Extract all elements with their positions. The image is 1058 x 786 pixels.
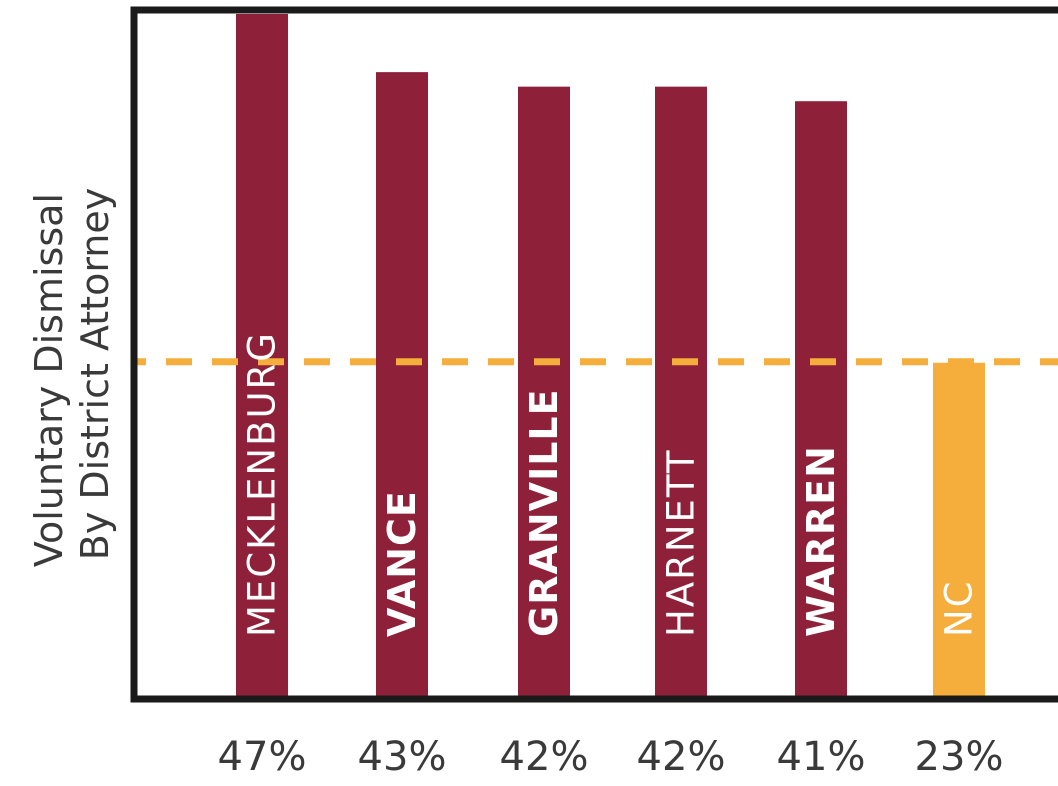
value-label-harnett: 42%	[637, 734, 726, 780]
bar-granville	[518, 86, 570, 698]
plot-frame	[130, 6, 1058, 703]
bar-label-granville: GRANVILLE	[522, 388, 566, 637]
bar-mecklenburg	[236, 14, 288, 697]
y-axis-title-line-1: Voluntary Dismissal	[27, 193, 71, 567]
y-axis-title-line-2: By District Attorney	[73, 188, 117, 561]
bars-group	[236, 14, 985, 698]
value-labels-group: 47% 43% 42% 42% 41% 23%	[218, 734, 1004, 780]
bar-label-harnett: HARNETT	[660, 449, 703, 637]
value-label-granville: 42%	[500, 734, 589, 780]
bar-label-nc: NC	[938, 579, 981, 637]
bar-label-vance: VANCE	[380, 490, 424, 637]
bar-label-warren: WARREN	[799, 445, 843, 637]
bar-vance	[376, 72, 428, 697]
bar-label-mecklenburg: MECKLENBURG	[241, 331, 284, 637]
value-label-vance: 43%	[358, 734, 447, 780]
bar-labels-group: MECKLENBURG VANCE GRANVILLE HARNETT WARREN NC	[241, 331, 981, 637]
value-label-nc: 23%	[915, 734, 1004, 780]
value-label-mecklenburg: 47%	[218, 734, 307, 780]
value-label-warren: 41%	[777, 734, 866, 780]
y-axis-title: Voluntary Dismissal By District Attorney	[27, 181, 117, 567]
bar-nc	[933, 362, 985, 697]
bar-harnett	[655, 86, 707, 698]
bar-warren	[795, 101, 847, 698]
